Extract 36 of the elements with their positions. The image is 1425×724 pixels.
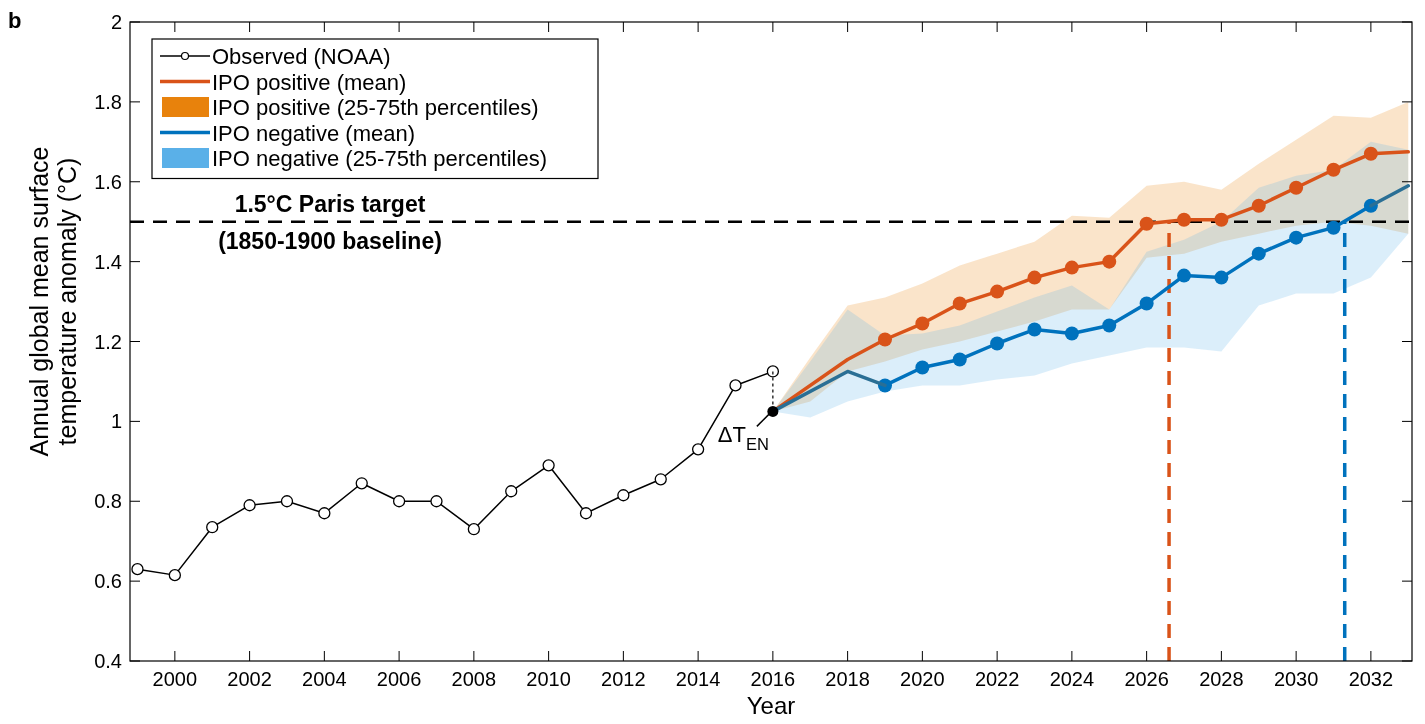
x-tick-label: 2002 bbox=[227, 668, 272, 690]
x-tick-label: 2018 bbox=[825, 668, 870, 690]
y-tick-label: 1.8 bbox=[94, 90, 122, 113]
x-tick-label: 2012 bbox=[601, 668, 646, 690]
legend-label: IPO negative (mean) bbox=[212, 120, 415, 146]
x-tick-label: 2028 bbox=[1199, 668, 1244, 690]
x-tick-label: 2030 bbox=[1273, 668, 1319, 690]
x-tick-label: 2006 bbox=[376, 668, 422, 690]
x-tick-label: 2010 bbox=[526, 668, 571, 690]
legend-label: IPO positive (25-75th percentiles) bbox=[212, 95, 539, 120]
y-tick-label: 1.4 bbox=[94, 250, 122, 273]
y-tick-label: 0.8 bbox=[94, 490, 122, 513]
y-tick-label: 1.6 bbox=[94, 170, 122, 193]
annotation: ΔT$_{EN}$ bbox=[717, 422, 769, 454]
y-tick-label: 1.2 bbox=[94, 330, 122, 353]
y-axis-title: Annual global mean surface temperature anomaly (°C) bbox=[25, 146, 81, 457]
x-tick-label: 2000 bbox=[152, 668, 198, 690]
legend-label: IPO positive (mean) bbox=[212, 69, 407, 95]
text: b bbox=[8, 8, 22, 33]
x-tick-label: 2020 bbox=[900, 668, 945, 690]
y-tick-label: 2 bbox=[110, 11, 122, 33]
x-tick-label: 2004 bbox=[302, 668, 347, 690]
x-tick-label: 2022 bbox=[974, 668, 1020, 690]
x-tick-label: 2024 bbox=[1049, 668, 1095, 690]
x-axis-title: Year bbox=[746, 692, 796, 719]
y-tick-label: 0.4 bbox=[94, 650, 122, 672]
x-tick-label: 2032 bbox=[1348, 668, 1394, 690]
legend-label: Observed (NOAA) bbox=[212, 44, 391, 69]
x-tick-label: 2014 bbox=[675, 668, 721, 690]
ref-line-label: 1.5°C Paris target (1850-1900 baseline) bbox=[218, 190, 442, 254]
legend-label: IPO negative (25-75th percentiles) bbox=[212, 146, 548, 171]
y-tick-label: 0.6 bbox=[94, 570, 122, 593]
x-tick-label: 2026 bbox=[1124, 668, 1169, 690]
y-tick-label: 1 bbox=[110, 410, 122, 433]
x-tick-label: 2016 bbox=[750, 668, 796, 690]
x-tick-label: 2008 bbox=[451, 668, 497, 690]
